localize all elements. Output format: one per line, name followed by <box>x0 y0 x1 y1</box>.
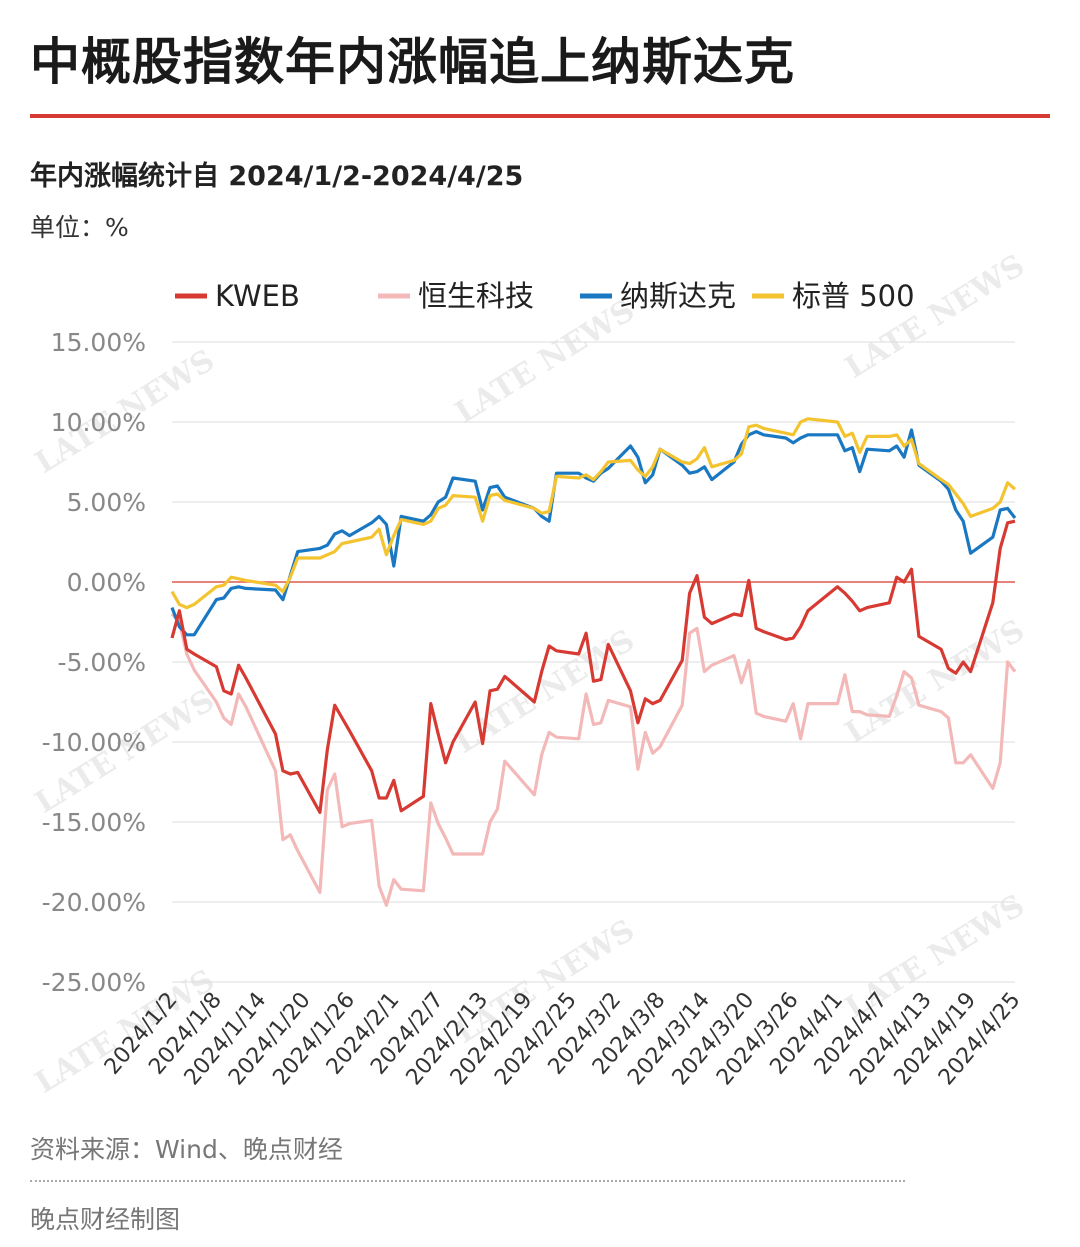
watermark-text: LATE NEWS <box>449 293 641 431</box>
credit-note: 晚点财经制图 <box>30 1205 181 1234</box>
series-line-0 <box>170 519 1016 815</box>
title-divider <box>30 114 1050 118</box>
legend-label: 标普 500 <box>792 279 915 313</box>
y-tick-label: 15.00% <box>51 328 146 357</box>
y-tick-label: 10.00% <box>51 408 146 437</box>
source-note: 资料来源：Wind、晚点财经 <box>30 1135 343 1164</box>
series-line-3 <box>170 417 1017 610</box>
footer-divider <box>30 1180 905 1182</box>
chart-grid <box>172 341 1015 983</box>
page-title: 中概股指数年内涨幅追上纳斯达克 <box>30 33 795 91</box>
series-layer <box>170 417 1017 907</box>
legend-label: 纳斯达克 <box>620 279 736 313</box>
y-tick-label: 0.00% <box>67 568 146 597</box>
legend-item: 纳斯达克 <box>580 279 736 313</box>
y-axis-ticks: 15.00% 10.00% 5.00% 0.00% -5.00% -10.00% -15.0… <box>42 328 146 997</box>
legend-label: 恒生科技 <box>418 279 534 313</box>
legend-item: 标普 500 <box>752 279 915 313</box>
chart-legend: KWEB 恒生科技 纳斯达克 标普 500 <box>175 279 915 313</box>
unit-label: 单位：% <box>30 213 129 242</box>
y-tick-label: 5.00% <box>67 488 146 517</box>
legend-item: 恒生科技 <box>378 279 534 313</box>
x-axis-ticks: 2024/1/22024/1/82024/1/142024/1/202024/1… <box>100 988 1026 1090</box>
chart-subtitle: 年内涨幅统计自 2024/1/2-2024/4/25 <box>30 161 524 192</box>
y-tick-label: -20.00% <box>42 888 146 917</box>
legend-item: KWEB <box>175 279 300 313</box>
y-tick-label: -5.00% <box>58 648 146 677</box>
legend-label: KWEB <box>215 279 300 313</box>
series-line-1 <box>170 612 1017 907</box>
watermark-text: LATE NEWS <box>839 255 1031 386</box>
y-tick-label: -25.00% <box>42 968 146 997</box>
y-tick-label: -10.00% <box>42 728 146 757</box>
y-tick-label: -15.00% <box>42 808 146 837</box>
